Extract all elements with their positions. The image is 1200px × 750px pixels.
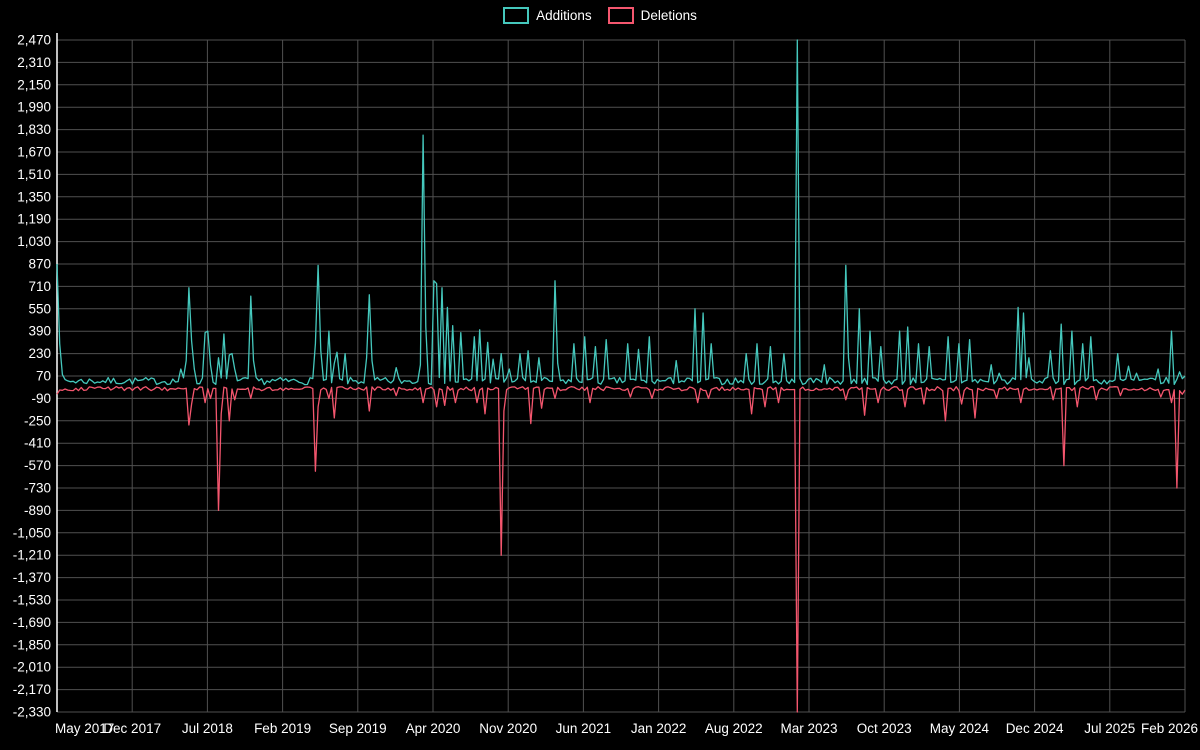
- x-tick-label: Oct 2023: [857, 721, 912, 736]
- x-tick-label: Apr 2020: [406, 721, 461, 736]
- x-tick-label: Mar 2023: [780, 721, 837, 736]
- y-tick-label: -1,050: [13, 525, 51, 540]
- y-tick-label: 2,470: [17, 33, 51, 48]
- y-tick-label: -1,850: [13, 637, 51, 652]
- y-tick-label: -1,210: [13, 548, 51, 563]
- y-tick-label: 390: [28, 324, 51, 339]
- y-tick-label: -250: [24, 413, 51, 428]
- y-tick-label: 230: [28, 346, 51, 361]
- x-tick-label: Dec 2017: [103, 721, 161, 736]
- additions-line: [56, 39, 1186, 386]
- deletions-swatch-icon: [607, 7, 634, 24]
- legend-label-additions: Additions: [536, 8, 592, 23]
- y-tick-label: 2,310: [17, 55, 51, 70]
- x-tick-label: Jul 2025: [1084, 721, 1135, 736]
- deletions-line: [56, 385, 1186, 713]
- y-tick-label: 1,030: [17, 234, 51, 249]
- y-tick-label: 2,150: [17, 77, 51, 92]
- y-tick-label: 710: [28, 279, 51, 294]
- y-tick-label: 1,190: [17, 212, 51, 227]
- x-tick-label: Feb 2019: [254, 721, 311, 736]
- y-tick-label: -1,530: [13, 593, 51, 608]
- y-tick-label: 1,830: [17, 122, 51, 137]
- y-tick-label: -730: [24, 481, 51, 496]
- y-tick-label: 870: [28, 257, 51, 272]
- y-tick-label: -570: [24, 458, 51, 473]
- y-tick-label: 1,990: [17, 100, 51, 115]
- y-tick-label: -410: [24, 436, 51, 451]
- x-tick-label: Jan 2022: [631, 721, 687, 736]
- y-tick-label: 70: [36, 369, 51, 384]
- y-tick-label: -2,170: [13, 682, 51, 697]
- x-tick-label: Sep 2019: [329, 721, 387, 736]
- y-tick-label: -2,010: [13, 660, 51, 675]
- x-tick-label: Jul 2018: [182, 721, 233, 736]
- x-tick-label: Dec 2024: [1006, 721, 1064, 736]
- y-tick-label: -90: [31, 391, 51, 406]
- legend-item-deletions[interactable]: Deletions: [607, 7, 697, 24]
- legend-label-deletions: Deletions: [640, 8, 697, 23]
- legend: Additions Deletions: [0, 7, 1200, 24]
- y-tick-label: -890: [24, 503, 51, 518]
- x-tick-label: Feb 2026: [1141, 721, 1198, 736]
- additions-swatch-icon: [503, 7, 530, 24]
- x-tick-label: Aug 2022: [705, 721, 763, 736]
- y-tick-label: 1,670: [17, 145, 51, 160]
- y-tick-label: 1,350: [17, 189, 51, 204]
- legend-item-additions[interactable]: Additions: [503, 7, 592, 24]
- x-tick-label: Nov 2020: [479, 721, 537, 736]
- y-tick-label: -2,330: [13, 705, 51, 720]
- x-tick-label: Jun 2021: [556, 721, 612, 736]
- y-tick-label: -1,370: [13, 570, 51, 585]
- y-tick-label: -1,690: [13, 615, 51, 630]
- y-tick-label: 1,510: [17, 167, 51, 182]
- x-tick-label: May 2017: [55, 721, 114, 736]
- x-tick-label: May 2024: [930, 721, 990, 736]
- y-tick-label: 550: [28, 301, 51, 316]
